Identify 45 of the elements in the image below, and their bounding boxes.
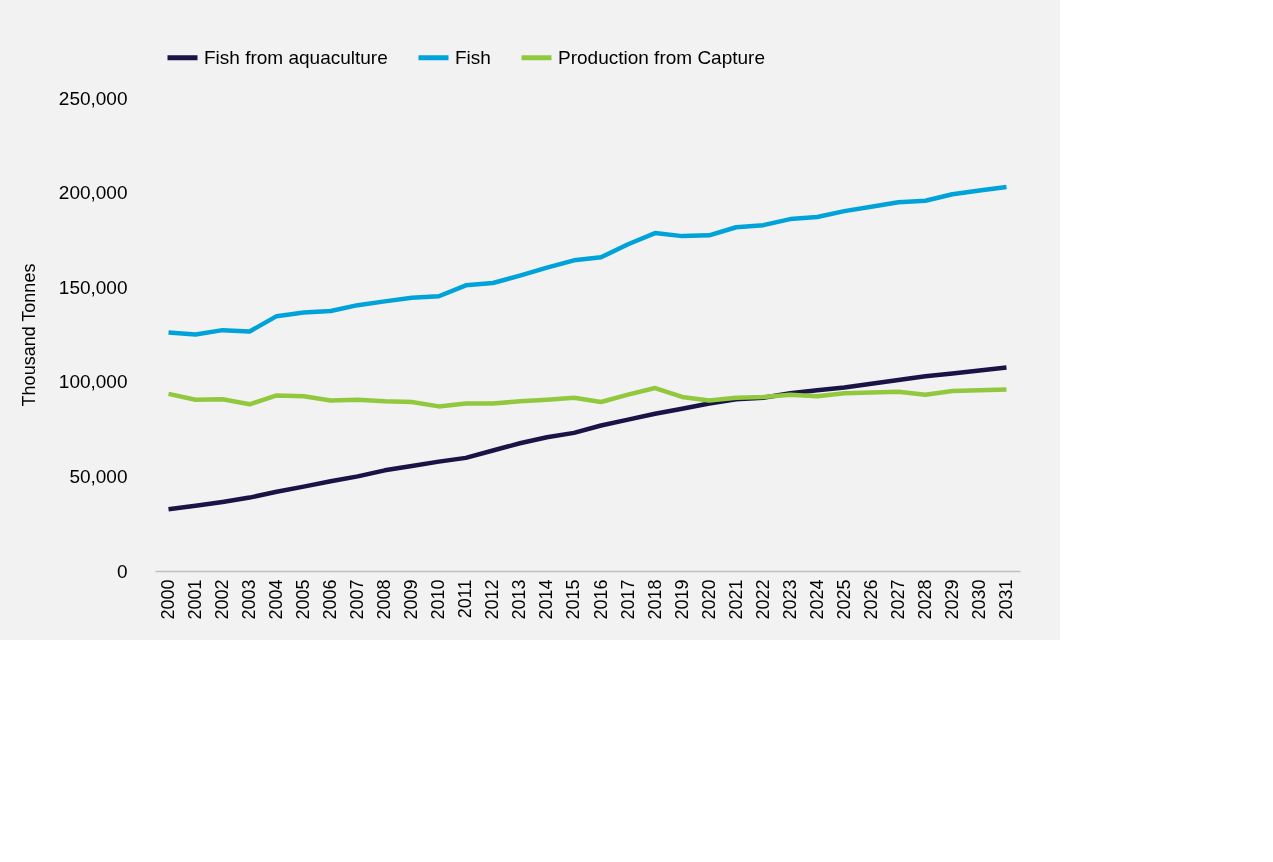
x-tick-label: 2010 (428, 579, 449, 620)
x-tick-label: 2021 (725, 579, 746, 620)
line-series (166, 184, 1009, 337)
x-tick-label: 2026 (860, 579, 881, 620)
x-tick-label: 2003 (239, 579, 260, 620)
x-tick-label: 2011 (455, 579, 476, 619)
x-tick-label: 2023 (779, 579, 800, 620)
legend-label: Fish (455, 46, 491, 68)
x-tick-label: 2022 (752, 579, 773, 620)
y-tick-label: 0 (116, 560, 128, 582)
legend-label: Production from Capture (558, 46, 765, 68)
x-tick-label: 2015 (563, 579, 584, 620)
y-tick-label: 250,000 (58, 87, 128, 109)
x-tick-label: 2020 (698, 579, 719, 620)
line-series (166, 365, 1009, 512)
x-tick-label: 2030 (968, 579, 989, 620)
x-tick-label: 2018 (644, 579, 665, 620)
x-tick-label: 2002 (212, 579, 233, 620)
x-tick-label: 2031 (995, 579, 1016, 620)
legend-label: Fish from aquaculture (204, 46, 388, 68)
x-tick-label: 2001 (185, 579, 206, 620)
x-tick-label: 2007 (347, 579, 368, 620)
x-tick-label: 2008 (374, 579, 395, 620)
x-tick-label: 2012 (482, 579, 503, 620)
x-tick-label: 2014 (536, 579, 557, 620)
x-tick-label: 2005 (293, 579, 314, 620)
x-tick-label: 2027 (887, 579, 908, 620)
x-tick-label: 2028 (914, 579, 935, 620)
x-tick-label: 2004 (266, 579, 287, 620)
x-tick-label: 2009 (401, 579, 422, 620)
x-tick-label: 2000 (158, 579, 179, 620)
x-tick-label: 2029 (941, 579, 962, 620)
x-tick-label: 2019 (671, 579, 692, 620)
y-tick-label: 50,000 (69, 465, 128, 487)
x-tick-label: 2016 (590, 579, 611, 620)
x-tick-label: 2024 (806, 579, 827, 620)
y-tick-label: 200,000 (58, 182, 128, 204)
y-tick-label: 100,000 (58, 371, 128, 393)
x-tick-label: 2017 (617, 579, 638, 620)
y-axis-title: Thousand Tonnes (18, 263, 39, 407)
x-tick-label: 2013 (509, 579, 530, 620)
y-tick-label: 150,000 (58, 276, 128, 298)
x-tick-label: 2025 (833, 579, 854, 620)
line-series (166, 385, 1009, 409)
x-tick-label: 2006 (320, 579, 341, 620)
